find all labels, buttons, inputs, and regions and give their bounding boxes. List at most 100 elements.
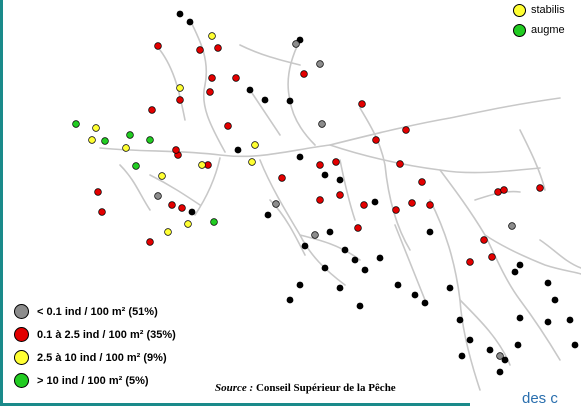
site-marker-gray bbox=[292, 40, 300, 48]
site-marker-black bbox=[486, 346, 494, 354]
river-segment bbox=[539, 239, 581, 269]
site-marker-red bbox=[300, 70, 308, 78]
site-marker-red bbox=[360, 201, 368, 209]
river-segment bbox=[519, 299, 561, 361]
yellow-dot-icon bbox=[14, 350, 29, 365]
yellow-dot-icon bbox=[513, 3, 526, 17]
river-segment bbox=[439, 169, 521, 301]
site-marker-yellow bbox=[198, 161, 206, 169]
site-marker-black bbox=[371, 198, 379, 206]
legend-row: 0.1 à 2.5 ind / 100 m² (35%) bbox=[14, 323, 176, 346]
site-marker-red bbox=[214, 44, 222, 52]
legend-row: 2.5 à 10 ind / 100 m² (9%) bbox=[14, 346, 176, 369]
site-marker-black bbox=[456, 316, 464, 324]
river-segment bbox=[189, 19, 226, 153]
site-marker-black bbox=[571, 341, 579, 349]
river-segment bbox=[159, 49, 186, 121]
site-marker-red bbox=[396, 160, 404, 168]
site-marker-yellow bbox=[92, 124, 100, 132]
site-marker-green bbox=[101, 137, 109, 145]
river-segment bbox=[249, 89, 281, 136]
river-segment bbox=[194, 157, 221, 216]
river-segment bbox=[359, 107, 411, 251]
river-segment bbox=[259, 159, 346, 286]
site-marker-black bbox=[544, 279, 552, 287]
site-marker-black bbox=[234, 146, 242, 154]
site-marker-red bbox=[392, 206, 400, 214]
site-marker-red bbox=[354, 224, 362, 232]
river-segment bbox=[269, 199, 306, 256]
gray-dot-icon bbox=[14, 304, 29, 319]
site-marker-gray bbox=[316, 60, 324, 68]
river-segment bbox=[329, 144, 541, 174]
river-segment bbox=[99, 97, 561, 158]
source-credit: Source : Conseil Supérieur de la Pêche bbox=[215, 382, 396, 394]
site-marker-red bbox=[488, 253, 496, 261]
site-marker-black bbox=[496, 368, 504, 376]
site-marker-black bbox=[176, 10, 184, 18]
site-marker-red bbox=[94, 188, 102, 196]
site-marker-gray bbox=[311, 231, 319, 239]
site-marker-red bbox=[208, 74, 216, 82]
site-marker-black bbox=[264, 211, 272, 219]
site-marker-black bbox=[426, 228, 434, 236]
site-marker-black bbox=[321, 171, 329, 179]
site-marker-black bbox=[544, 318, 552, 326]
site-marker-yellow bbox=[88, 136, 96, 144]
site-marker-yellow bbox=[122, 144, 130, 152]
site-marker-gray bbox=[508, 222, 516, 230]
source-text: Conseil Supérieur de la Pêche bbox=[255, 382, 396, 394]
source-prefix: Source : bbox=[215, 382, 254, 394]
site-marker-red bbox=[196, 46, 204, 54]
river-segment bbox=[394, 224, 426, 301]
site-marker-black bbox=[286, 296, 294, 304]
site-marker-yellow bbox=[248, 158, 256, 166]
site-marker-red bbox=[176, 96, 184, 104]
site-marker-red bbox=[336, 191, 344, 199]
trend-legend-row: stabilis bbox=[513, 0, 565, 20]
legend-label: 2.5 à 10 ind / 100 m² (9%) bbox=[37, 351, 167, 364]
site-marker-black bbox=[421, 299, 429, 307]
site-marker-yellow bbox=[208, 32, 216, 40]
river-segment bbox=[339, 159, 356, 221]
site-marker-red bbox=[372, 136, 380, 144]
site-marker-green bbox=[210, 218, 218, 226]
river-segment bbox=[429, 199, 481, 391]
site-marker-black bbox=[296, 281, 304, 289]
site-marker-black bbox=[516, 261, 524, 269]
site-marker-yellow bbox=[184, 220, 192, 228]
site-marker-gray bbox=[318, 120, 326, 128]
river-segment bbox=[149, 174, 201, 206]
site-marker-red bbox=[98, 208, 106, 216]
site-marker-red bbox=[154, 42, 162, 50]
site-marker-black bbox=[501, 356, 509, 364]
site-marker-black bbox=[458, 352, 466, 360]
site-marker-black bbox=[356, 302, 364, 310]
site-marker-black bbox=[566, 316, 574, 324]
site-marker-black bbox=[301, 242, 309, 250]
site-marker-green bbox=[72, 120, 80, 128]
trend-legend: stabilis augme bbox=[513, 0, 565, 40]
sampling-sites bbox=[72, 10, 579, 376]
site-marker-black bbox=[511, 268, 519, 276]
river-segment bbox=[287, 39, 316, 146]
site-marker-red bbox=[480, 236, 488, 244]
trend-label: stabilis bbox=[531, 4, 565, 16]
site-marker-green bbox=[126, 131, 134, 139]
trend-label: augme bbox=[531, 24, 565, 36]
site-marker-green bbox=[146, 136, 154, 144]
site-marker-red bbox=[206, 88, 214, 96]
green-dot-icon bbox=[513, 23, 526, 37]
site-marker-black bbox=[261, 96, 269, 104]
site-marker-black bbox=[246, 86, 254, 94]
river-segment bbox=[484, 234, 581, 275]
site-marker-yellow bbox=[251, 141, 259, 149]
site-marker-red bbox=[232, 74, 240, 82]
legend-row: > 10 ind / 100 m² (5%) bbox=[14, 369, 176, 392]
site-marker-red bbox=[536, 184, 544, 192]
frame-bottom bbox=[0, 403, 470, 406]
site-marker-red bbox=[316, 161, 324, 169]
site-marker-red bbox=[224, 122, 232, 130]
site-marker-black bbox=[321, 264, 329, 272]
